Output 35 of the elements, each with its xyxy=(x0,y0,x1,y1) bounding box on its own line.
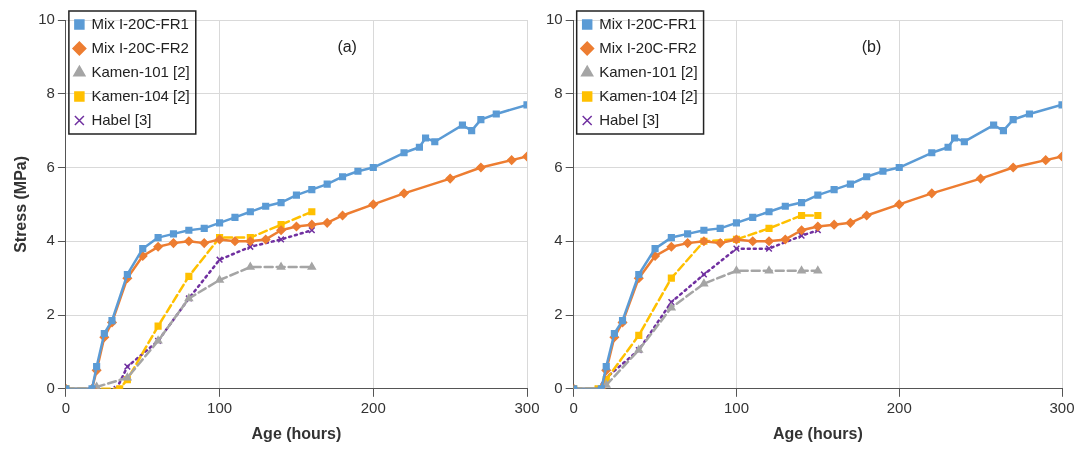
annotation: (a) xyxy=(337,38,357,55)
y-tick-label: 6 xyxy=(554,157,563,175)
y-tick-label: 0 xyxy=(554,378,563,396)
x-tick-label: 300 xyxy=(1049,398,1075,416)
legend-label: Kamen-104 [2] xyxy=(599,86,698,104)
y-tick-label: 8 xyxy=(46,83,55,101)
annotation: (b) xyxy=(861,38,882,55)
x-axis-title: Age (hours) xyxy=(251,424,342,442)
y-tick-label: 8 xyxy=(554,83,563,101)
legend-label: Mix I-20C-FR1 xyxy=(91,14,189,32)
legend-label: Mix I-20C-FR2 xyxy=(599,38,697,56)
y-tick-label: 4 xyxy=(46,231,55,249)
y-tick-label: 10 xyxy=(38,10,55,28)
y-tick-label: 0 xyxy=(46,378,55,396)
legend-label: Habel [3] xyxy=(599,110,660,128)
legend-label: Kamen-101 [2] xyxy=(599,62,698,80)
y-tick-label: 10 xyxy=(546,10,563,28)
legend-label: Kamen-101 [2] xyxy=(91,62,190,80)
x-tick-label: 0 xyxy=(569,398,578,416)
x-axis-title: Age (hours) xyxy=(772,424,863,442)
legend-label: Mix I-20C-FR2 xyxy=(91,38,189,56)
y-axis-title: Stress (MPa) xyxy=(12,155,30,253)
x-tick-label: 0 xyxy=(61,398,71,416)
legend-label: Mix I-20C-FR1 xyxy=(599,14,697,32)
x-tick-label: 200 xyxy=(886,398,912,416)
x-tick-label: 300 xyxy=(514,398,540,416)
x-tick-label: 100 xyxy=(723,398,749,416)
x-tick-label: 200 xyxy=(360,398,386,416)
y-tick-label: 2 xyxy=(46,305,55,323)
y-tick-label: 4 xyxy=(554,231,563,249)
legend-label: Habel [3] xyxy=(91,110,152,128)
y-tick-label: 2 xyxy=(554,305,563,323)
y-tick-label: 6 xyxy=(46,157,55,175)
legend-label: Kamen-104 [2] xyxy=(91,86,190,104)
x-tick-label: 100 xyxy=(207,398,233,416)
